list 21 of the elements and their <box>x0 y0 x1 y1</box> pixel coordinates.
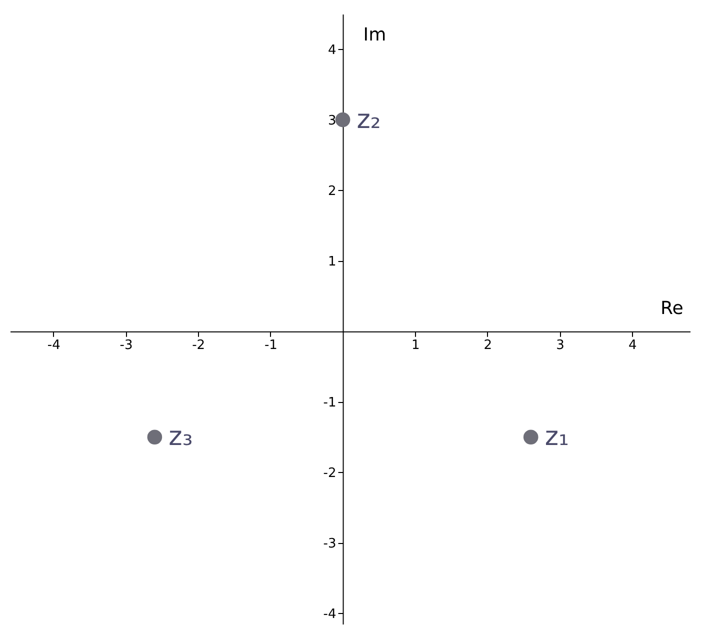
x-tick-label: 3 <box>556 338 564 353</box>
x-tick-label: 4 <box>628 338 637 353</box>
annotation: z₃ <box>168 422 193 452</box>
x-tick-label: 1 <box>411 338 420 353</box>
x-tick-label: 2 <box>484 338 492 353</box>
y-tick-label: -1 <box>323 395 336 410</box>
y-tick-label: 1 <box>328 254 336 270</box>
annotation: z₂ <box>356 104 381 135</box>
x-tick-label: -4 <box>47 338 60 353</box>
y-tick-label: -2 <box>323 466 336 481</box>
y-axis-title: Im <box>363 24 386 46</box>
x-axis-title: Re <box>660 298 684 319</box>
x-tick-label: -2 <box>192 338 206 353</box>
y-tick-label: -3 <box>323 536 336 552</box>
y-tick-label: 2 <box>328 184 336 199</box>
y-tick-label: 4 <box>328 42 336 58</box>
x-tick-label: -1 <box>264 338 278 353</box>
x-tick-label: -3 <box>120 338 133 353</box>
y-tick-label: -4 <box>323 606 336 622</box>
y-tick-label: 3 <box>328 113 336 128</box>
annotation: z₁ <box>544 422 569 452</box>
